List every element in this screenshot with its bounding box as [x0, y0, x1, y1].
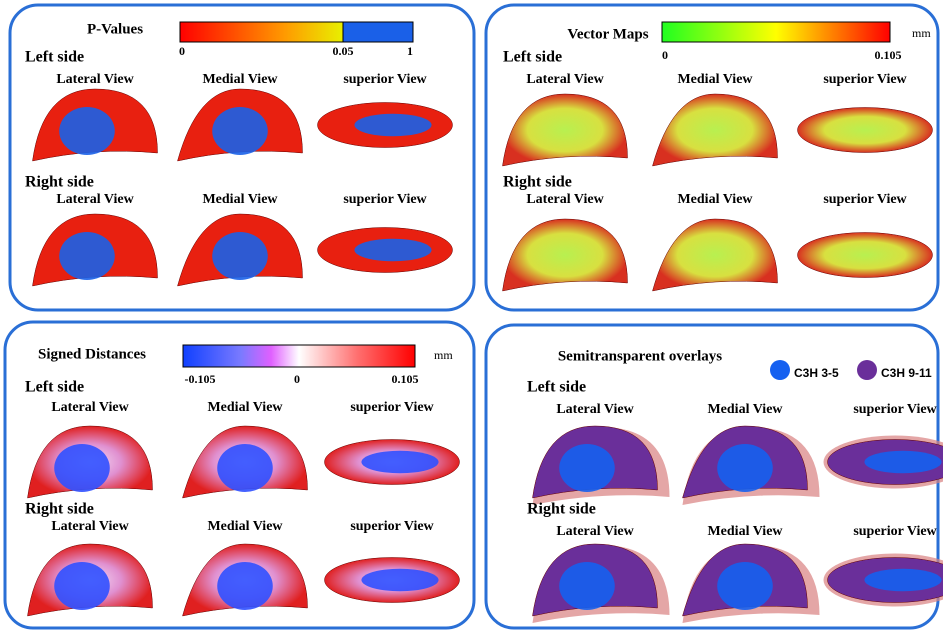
view-label: Lateral View	[556, 402, 634, 417]
colorbar-unit: mm	[434, 348, 453, 362]
patch	[59, 232, 115, 280]
patch	[361, 569, 438, 592]
colorbar-label: 0.05	[333, 44, 354, 58]
colorbar	[662, 22, 890, 42]
view-label: superior View	[823, 192, 907, 207]
legend-label: C3H 9-11	[881, 366, 932, 380]
panel-title: Semitransparent overlays	[558, 348, 722, 364]
panel-title: Vector Maps	[567, 26, 648, 42]
patch	[212, 107, 268, 155]
panels: P-Values 0 0.05 1 Left side Lateral View Media…	[5, 5, 943, 628]
panel-title: P-Values	[87, 21, 143, 37]
patch	[717, 562, 773, 610]
patch	[217, 562, 273, 610]
colorbar-label: -0.105	[185, 372, 216, 386]
panel: Vector Maps 0 0.105 mm Left side Lateral View…	[486, 5, 938, 310]
panel: P-Values 0 0.05 1 Left side Lateral View Media…	[10, 5, 474, 310]
patch	[212, 232, 268, 280]
legend-label: C3H 3-5	[794, 366, 839, 380]
colorbar-unit: mm	[912, 26, 931, 40]
patch	[559, 562, 615, 610]
patch	[217, 444, 273, 492]
side-label: Right side	[527, 501, 596, 518]
patch	[54, 562, 110, 610]
view-label: superior View	[823, 72, 907, 87]
view-label: Medial View	[202, 72, 278, 87]
patch	[559, 444, 615, 492]
legend-swatch	[857, 360, 877, 380]
colorbar-segment	[343, 22, 413, 42]
view-label: superior View	[343, 192, 427, 207]
view-label: superior View	[853, 402, 937, 417]
view-label: Lateral View	[526, 192, 604, 207]
view-label: superior View	[350, 519, 434, 534]
colorbar-label: 0.105	[392, 372, 419, 386]
patch	[354, 114, 431, 137]
patch	[361, 451, 438, 474]
patch	[864, 569, 941, 592]
colorbar-label: 0	[662, 48, 668, 62]
colorbar	[183, 345, 415, 367]
view-label: Lateral View	[51, 519, 129, 534]
panel: Semitransparent overlays C3H 3-5 C3H 9-11 L…	[486, 325, 943, 628]
patch	[54, 444, 110, 492]
patch	[864, 451, 941, 474]
view-label: Medial View	[207, 400, 283, 415]
patch	[354, 239, 431, 262]
view-label: Lateral View	[556, 524, 634, 539]
surface	[798, 233, 933, 278]
view-label: Lateral View	[56, 72, 134, 87]
panel-title: Signed Distances	[38, 346, 146, 362]
figure: P-Values 0 0.05 1 Left side Lateral View Media…	[0, 0, 943, 632]
patch	[717, 444, 773, 492]
surface	[798, 108, 933, 153]
view-label: Lateral View	[526, 72, 604, 87]
view-label: Lateral View	[51, 400, 129, 415]
legend-swatch	[770, 360, 790, 380]
colorbar-label: 0	[179, 44, 185, 58]
view-label: Medial View	[677, 192, 753, 207]
view-label: Medial View	[202, 192, 278, 207]
colorbar-label: 0	[294, 372, 300, 386]
colorbar-label: 1	[407, 44, 413, 58]
view-label: Lateral View	[56, 192, 134, 207]
view-label: superior View	[853, 524, 937, 539]
panel: Signed Distances -0.105 0 0.105 mm Left side L…	[5, 322, 474, 628]
side-label: Left side	[25, 379, 84, 396]
view-label: superior View	[343, 72, 427, 87]
side-label: Right side	[25, 174, 94, 191]
colorbar-label: 0.105	[875, 48, 902, 62]
patch	[59, 107, 115, 155]
view-label: superior View	[350, 400, 434, 415]
view-label: Medial View	[707, 402, 783, 417]
view-label: Medial View	[707, 524, 783, 539]
view-label: Medial View	[207, 519, 283, 534]
side-label: Right side	[25, 501, 94, 518]
side-label: Right side	[503, 174, 572, 191]
view-label: Medial View	[677, 72, 753, 87]
side-label: Left side	[527, 379, 586, 396]
side-label: Left side	[25, 49, 84, 66]
side-label: Left side	[503, 49, 562, 66]
